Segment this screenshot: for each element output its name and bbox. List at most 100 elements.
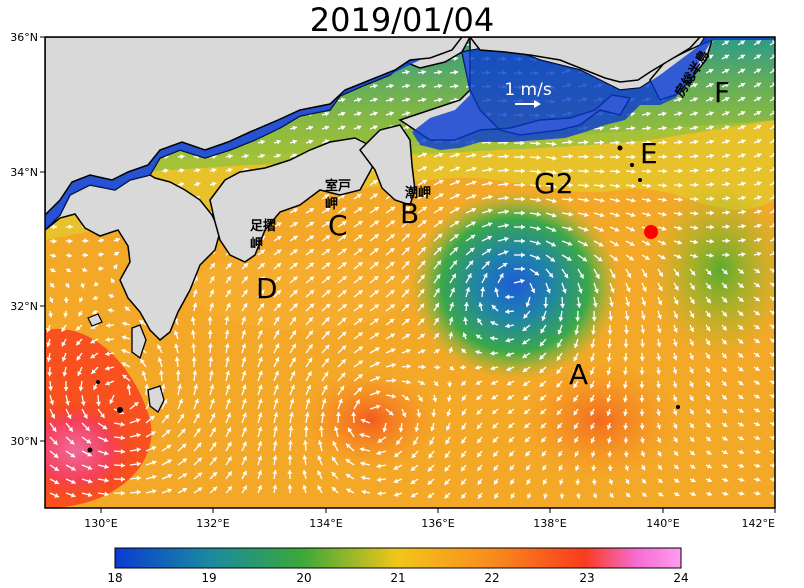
current-vector-head [640, 329, 646, 334]
place-name-muroto-1: 室戸 [325, 178, 351, 194]
current-vector-head [48, 298, 54, 303]
current-vector-head [646, 183, 652, 189]
current-vector-head [673, 327, 678, 333]
current-vector-head [755, 296, 760, 301]
current-vector-head [291, 330, 296, 336]
current-vector-head [707, 477, 712, 483]
current-vector-head [63, 387, 69, 392]
current-vector-head [444, 493, 450, 499]
current-vector-head [66, 267, 72, 273]
current-vector-head [615, 183, 620, 189]
current-vector-head [503, 250, 509, 255]
current-vector-head [575, 480, 581, 485]
current-vector-head [62, 371, 68, 377]
current-vector-head [610, 273, 616, 279]
current-vector-head [121, 348, 127, 354]
current-vector-head [478, 302, 484, 307]
colorbar-ticks: 18 19 20 21 22 23 24 [107, 571, 688, 585]
current-vector-head [406, 364, 411, 369]
current-vector-head [725, 252, 730, 258]
current-vector-head [276, 303, 281, 309]
current-vector-head [309, 262, 314, 268]
current-vector-head [341, 207, 347, 212]
current-vector-head [677, 239, 682, 245]
current-vector-head [534, 270, 540, 276]
current-vector-head [207, 343, 213, 348]
current-vector-head [136, 489, 141, 495]
current-vector-head [342, 290, 347, 295]
current-vector-head [568, 168, 573, 174]
current-vector-head [287, 484, 293, 489]
current-vector-head [348, 427, 353, 433]
current-vector-head [179, 182, 185, 187]
current-vector-head [504, 223, 509, 229]
current-vector-head [212, 457, 217, 462]
current-vector-head [646, 212, 651, 217]
current-vector-head [724, 40, 729, 45]
current-vector-head [487, 222, 493, 227]
current-vector-head [740, 68, 745, 74]
current-vector-head [476, 395, 482, 400]
current-vector-head [274, 330, 280, 335]
current-vector-head [260, 263, 265, 268]
current-vector-head [453, 234, 459, 239]
current-vector-head [325, 276, 331, 281]
current-vector-head [141, 371, 147, 376]
current-vector-head [375, 361, 380, 367]
current-vector-head [389, 248, 395, 253]
current-vector-head [71, 479, 76, 484]
current-vector-head [304, 412, 310, 417]
current-vector-head [162, 399, 168, 404]
current-vector-head [524, 437, 530, 443]
current-vector-head [656, 356, 662, 361]
current-vector-head [556, 396, 562, 401]
current-vector-head [575, 494, 581, 499]
current-vector-head [708, 97, 714, 102]
current-vector-head [66, 414, 72, 419]
current-vector-head [308, 330, 313, 336]
current-vector-head [630, 226, 635, 232]
current-vector-head [427, 493, 433, 498]
current-vector-head [723, 491, 729, 496]
current-vector-head [243, 276, 248, 282]
current-vector-head [257, 398, 263, 404]
current-vector-head [288, 426, 294, 431]
current-vector-head [771, 282, 775, 287]
current-vector-head [258, 384, 263, 390]
current-vector-head [209, 384, 215, 389]
current-vector-head [705, 409, 711, 414]
current-vector-head [505, 294, 510, 300]
current-vector-head [525, 302, 531, 307]
current-vector-head [207, 329, 213, 334]
current-vector-head [292, 263, 298, 268]
current-vector-head [740, 82, 746, 88]
current-vector-head [741, 209, 746, 215]
map-frame [44, 36, 776, 509]
current-vector-head [460, 364, 465, 370]
current-vector-head [623, 452, 629, 458]
current-vector-head [345, 459, 351, 464]
current-vector-head [693, 239, 698, 245]
current-vector-head [724, 97, 730, 102]
lon-label: 142°E [742, 517, 775, 530]
current-vector-head [120, 449, 125, 454]
current-vector-head [195, 181, 201, 187]
current-vector-head [53, 453, 59, 458]
current-vector-head [190, 330, 196, 335]
current-vector-head [325, 262, 331, 268]
current-vector-head [709, 111, 714, 116]
current-vector-head [723, 477, 729, 483]
current-vector-head [523, 381, 528, 386]
current-vector-head [606, 411, 612, 416]
current-vector-head [227, 471, 232, 477]
current-vector-head [421, 233, 427, 239]
land-islet [96, 380, 100, 384]
current-vector-head [606, 397, 612, 403]
current-vector-head [454, 83, 459, 89]
current-vector-head [273, 412, 279, 417]
current-vector-head [438, 220, 443, 225]
current-vector-head [557, 342, 562, 348]
current-vector-head [211, 442, 217, 447]
current-vector-head [258, 370, 263, 376]
current-vector-head [470, 234, 476, 240]
